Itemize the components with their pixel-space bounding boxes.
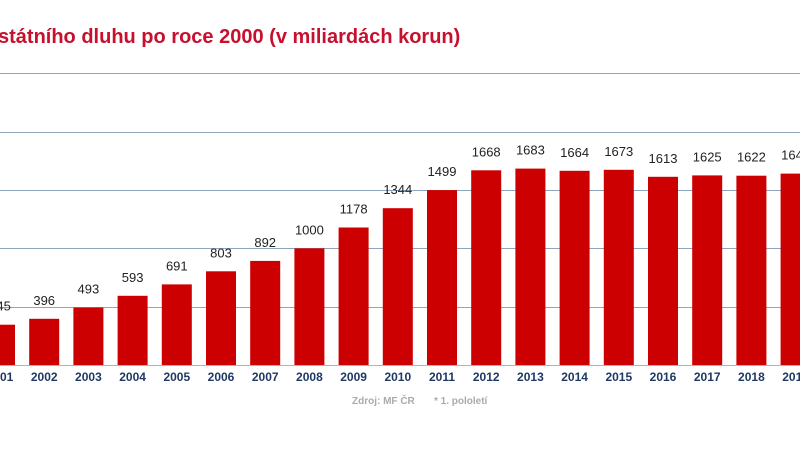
- x-axis: 2001 2002 2003 2004 2005 2006 2007 2008 2009 2010…: [0, 365, 800, 384]
- value-labels: 345 396 493 593 691 803 892 1000 1178 1344 1499 166…: [0, 143, 800, 314]
- bar-value-label: 1625: [693, 149, 722, 164]
- bar: [427, 190, 457, 365]
- bar: [161, 284, 192, 365]
- bars: [0, 168, 800, 365]
- x-tick-label: 2006: [208, 370, 235, 384]
- x-tick-label: 2008: [296, 370, 323, 384]
- bar-value-label: 1613: [649, 151, 678, 166]
- x-tick-label: 2012: [473, 370, 500, 384]
- bar-value-label: 493: [78, 282, 100, 297]
- bar-value-label: 691: [166, 258, 188, 273]
- chart-footer: Zdroj: MF ČR * 1. pololetí: [0, 396, 800, 412]
- bar: [0, 324, 15, 365]
- bar: [206, 271, 236, 365]
- bar-value-label: 1683: [516, 143, 545, 158]
- source-note: Zdroj: MF ČR: [352, 396, 415, 407]
- x-tick-label: 2002: [31, 370, 58, 384]
- bar-value-label: 396: [33, 293, 55, 308]
- bar-value-label: 593: [122, 270, 144, 285]
- chart-title: státního dluhu po roce 2000 (v miliardác…: [0, 26, 461, 48]
- x-tick-label: 2013: [517, 370, 544, 384]
- bar: [780, 173, 800, 365]
- bar: [73, 307, 104, 365]
- bar-value-label: 1673: [604, 144, 633, 159]
- bar: [736, 175, 767, 365]
- x-tick-label: 2016: [650, 370, 677, 384]
- x-tick-label: 2003: [75, 370, 102, 384]
- bar: [648, 176, 678, 365]
- x-tick-label: 2009: [340, 370, 367, 384]
- x-tick-label: 2005: [163, 370, 190, 384]
- bar-value-label: 345: [0, 299, 11, 314]
- bar: [29, 318, 60, 365]
- bar: [515, 168, 546, 365]
- x-tick-label: 2014: [561, 370, 588, 384]
- footnote: * 1. pololetí: [434, 396, 488, 407]
- x-tick-label: 2019: [782, 370, 800, 384]
- bar: [692, 175, 723, 365]
- bar: [382, 208, 413, 365]
- bar-value-label: 892: [254, 235, 276, 250]
- x-tick-label: 2007: [252, 370, 279, 384]
- bar-value-label: 1622: [737, 150, 766, 165]
- bar: [338, 227, 369, 365]
- bar: [559, 170, 590, 365]
- bar: [117, 295, 148, 365]
- bar-value-label: 1000: [295, 222, 324, 237]
- x-tick-label: 2011: [429, 370, 455, 384]
- bar-value-label: 1178: [340, 202, 368, 217]
- bar-value-label: 803: [210, 245, 232, 260]
- bar-value-label: 1499: [428, 164, 457, 179]
- bar: [603, 169, 634, 365]
- bar-value-label: 1344: [383, 182, 412, 197]
- bar: [294, 248, 325, 365]
- bar: [250, 260, 281, 365]
- x-tick-label: 2018: [738, 370, 765, 384]
- x-tick-label: 2004: [119, 370, 146, 384]
- bar: [471, 170, 502, 365]
- x-tick-label: 2017: [694, 370, 721, 384]
- bar-value-label: 1668: [472, 144, 501, 159]
- bar-value-label: 1664: [560, 145, 589, 160]
- x-tick-label: 2001: [0, 370, 14, 384]
- x-tick-label: 2015: [605, 370, 632, 384]
- x-tick-label: 2010: [384, 370, 411, 384]
